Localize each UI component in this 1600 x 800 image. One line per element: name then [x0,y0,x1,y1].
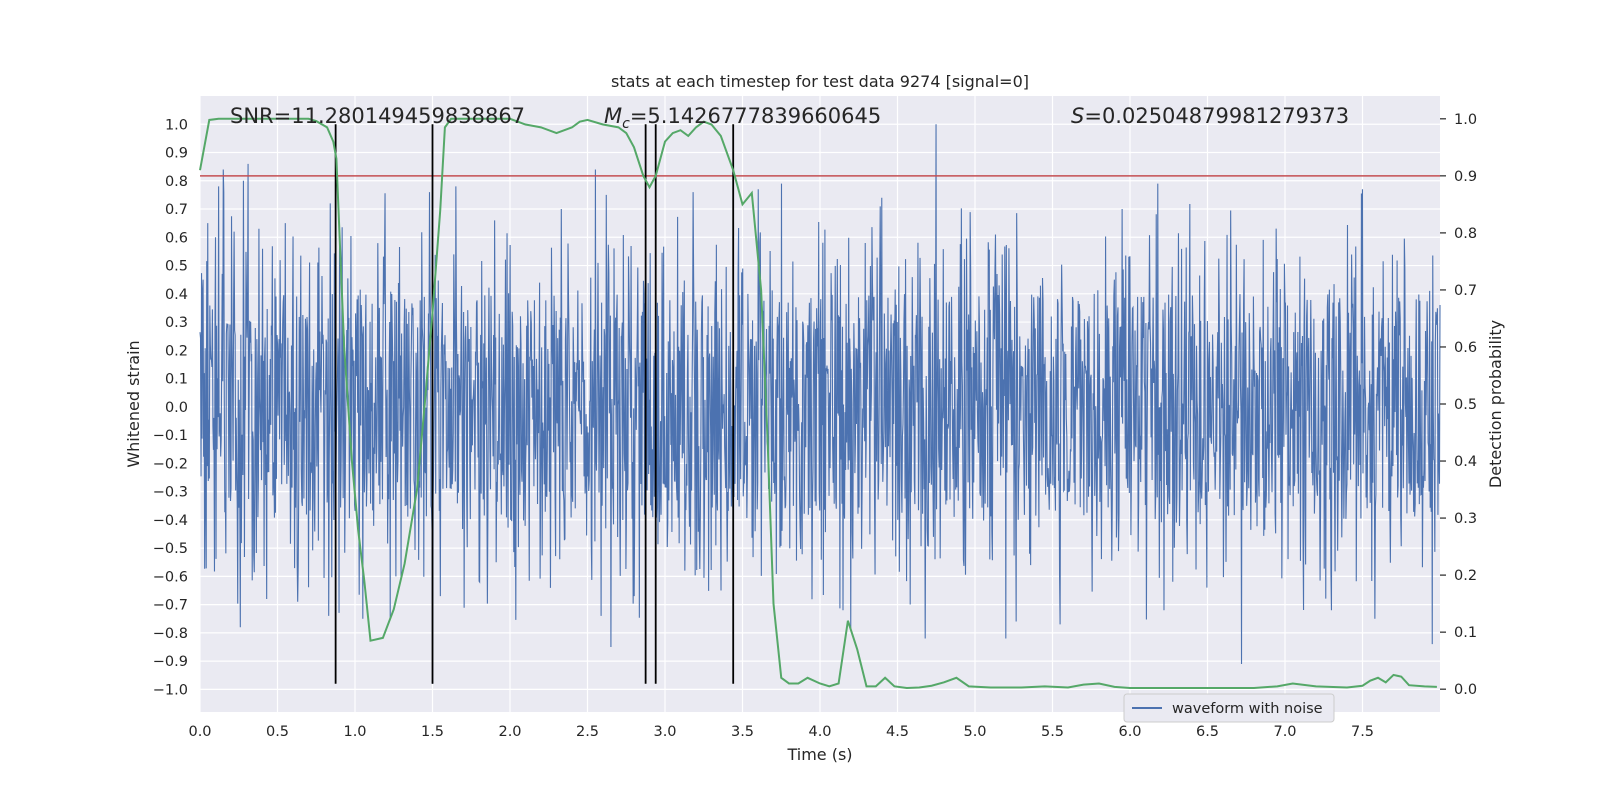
legend: waveform with noise [1123,693,1335,723]
y-left-tick-label: 1.0 [165,117,188,133]
y-right-tick-label: 0.7 [1454,283,1477,299]
y-left-tick-label: −0.6 [153,569,188,585]
y-right-tick-label: 0.6 [1454,340,1477,356]
waveform-series [199,124,1441,684]
x-tick-label: 2.5 [576,724,599,740]
detection-probability-series [199,117,1437,690]
x-tick-label: 3.0 [653,724,676,740]
x-tick-label: 1.5 [421,724,444,740]
x-tick-label: 5.5 [1041,724,1064,740]
vertical-markers [334,124,735,684]
y-left-tick-label: 0.5 [165,259,188,275]
y-left-tick-label: 0.3 [165,315,188,331]
y-right-tick-label: 0.2 [1454,568,1477,584]
y-left-tick-label: −0.3 [153,485,188,501]
y-right-tick-label: 0.8 [1454,226,1477,242]
y-right-tick-label: 0.0 [1454,682,1477,698]
y-left-tick-label: −1.0 [153,682,188,698]
y-left-tick-label: −0.8 [153,626,188,642]
y-left-tick-label: −0.7 [153,598,188,614]
y-left-tick-label: 0.6 [165,230,188,246]
y-left-tick-label: −0.5 [153,541,188,557]
axis-ticks: 0.0 0.5 1.0 1.5 2.0 2.5 3.0 3.5 4.0 4.5 5.0 5.5 6.0 6… [153,112,1477,740]
y-left-tick-label: 0.1 [165,372,188,388]
waveform-line [199,124,1441,684]
x-tick-label: 0.5 [266,724,289,740]
y-left-tick-label: −0.1 [153,428,188,444]
y-right-tick-label: 0.1 [1454,625,1477,641]
s-annotation: S=0.02504879981279373 [1071,104,1349,128]
x-tick-label: 7.5 [1351,724,1374,740]
x-tick-label: 4.0 [808,724,831,740]
y-left-tick-label: 0.2 [165,343,188,359]
y-left-tick-label: −0.4 [153,513,188,529]
chirp-mass-annotation: Mc=5.1426777839660645 [604,104,881,132]
y-axis-label-left: Whitened strain [124,340,143,467]
y-left-tick-label: 0.8 [165,174,188,190]
y-right-tick-label: 0.9 [1454,169,1477,185]
chart-title: stats at each timestep for test data 927… [611,72,1029,91]
x-axis-label: Time (s) [786,745,852,764]
y-left-tick-label: −0.9 [153,654,188,670]
detection-probability-line [199,117,1437,690]
x-tick-label: 5.0 [963,724,986,740]
x-tick-label: 6.5 [1196,724,1219,740]
x-tick-label: 6.0 [1118,724,1141,740]
y-right-tick-label: 0.3 [1454,511,1477,527]
y-left-tick-label: 0.0 [165,400,188,416]
x-tick-label: 7.0 [1273,724,1296,740]
y-right-tick-label: 0.5 [1454,397,1477,413]
y-right-tick-label: 0.4 [1454,454,1477,470]
y-left-tick-label: 0.7 [165,202,188,218]
x-tick-label: 0.0 [188,724,211,740]
y-left-tick-label: 0.9 [165,146,188,162]
legend-label: waveform with noise [1172,701,1323,717]
legend-box [1123,693,1335,723]
y-left-tick-label: 0.4 [165,287,188,303]
y-left-tick-label: −0.2 [153,456,188,472]
x-tick-label: 2.0 [498,724,521,740]
y-right-tick-label: 1.0 [1454,112,1477,128]
x-tick-label: 1.0 [343,724,366,740]
x-tick-label: 3.5 [731,724,754,740]
y-axis-label-right: Detection probability [1486,320,1505,488]
snr-annotation: SNR=11.280149459838867 [230,104,525,128]
x-tick-label: 4.5 [886,724,909,740]
